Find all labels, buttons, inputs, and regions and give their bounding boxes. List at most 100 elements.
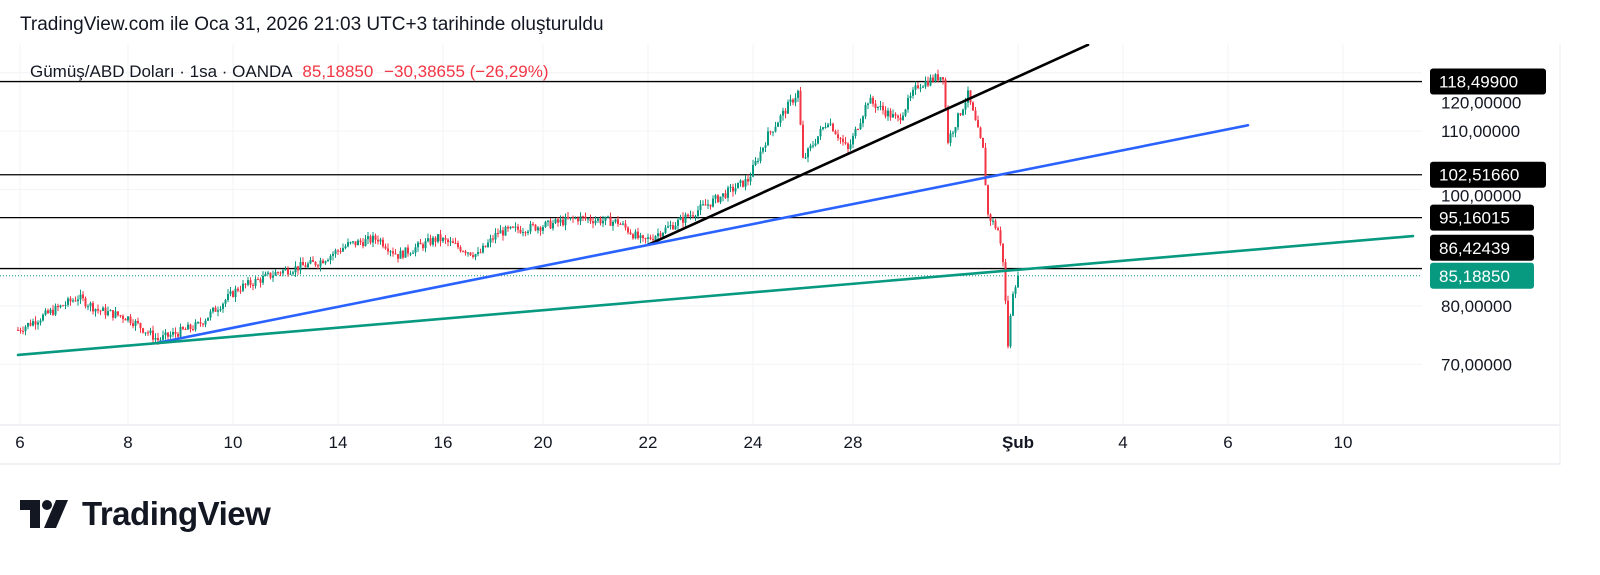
- candle-body: [229, 291, 232, 295]
- candle-body: [434, 237, 437, 242]
- candle-body: [109, 310, 112, 312]
- symbol-legend: Gümüş/ABD Doları · 1sa · OANDA 85,18850 …: [30, 62, 549, 82]
- candle-body: [289, 273, 292, 275]
- candle-body: [62, 305, 64, 307]
- candle-body: [777, 122, 779, 127]
- candle-body: [857, 129, 859, 131]
- candle-body: [702, 204, 704, 206]
- candle-body: [89, 303, 92, 307]
- candle-body: [639, 235, 642, 239]
- candle-body: [102, 307, 104, 312]
- candle-body: [682, 217, 684, 223]
- candle-body: [819, 129, 822, 137]
- candle-body: [277, 272, 279, 274]
- candle-body: [967, 90, 969, 103]
- candle-body: [627, 227, 629, 233]
- candle-body: [714, 195, 717, 199]
- candle-body: [612, 221, 614, 226]
- candle-body: [169, 334, 172, 337]
- last-price: 85,18850: [302, 62, 374, 81]
- candle-body: [452, 241, 454, 243]
- candle-body: [252, 284, 254, 286]
- candle-body: [287, 268, 289, 275]
- candle-body: [867, 103, 869, 105]
- candle-body: [344, 246, 347, 249]
- snapshot-caption: TradingView.com ile Oca 31, 2026 21:03 U…: [20, 14, 604, 35]
- candle-body: [247, 280, 249, 285]
- candle-body: [914, 85, 917, 90]
- candle-body: [377, 239, 379, 242]
- candle-body: [734, 188, 737, 192]
- candle-body: [589, 218, 592, 222]
- candle-body: [379, 239, 382, 242]
- candle-body: [672, 225, 674, 230]
- tradingview-logo: TradingView: [20, 495, 271, 533]
- candle-body: [904, 109, 907, 116]
- candle-body: [312, 259, 314, 262]
- candle-body: [649, 237, 652, 240]
- candle-body: [977, 120, 979, 128]
- candle-body: [629, 232, 632, 235]
- candle-body: [164, 332, 167, 336]
- candle-body: [757, 160, 759, 162]
- candle-body: [884, 110, 887, 117]
- candle-body: [432, 237, 434, 245]
- price-axis-label: 110,00000: [1441, 122, 1520, 141]
- candle-body: [134, 320, 137, 326]
- candle-body: [137, 320, 139, 324]
- candle-body: [267, 272, 269, 274]
- candle-body: [22, 330, 24, 332]
- candle-body: [584, 216, 587, 219]
- time-axis-label: 22: [639, 433, 658, 452]
- candle-body: [154, 337, 157, 340]
- candle-body: [242, 283, 244, 291]
- candle-body: [244, 283, 247, 285]
- candle-body: [594, 220, 597, 224]
- candle-body: [402, 250, 404, 258]
- candle-body: [632, 234, 634, 239]
- candle-body: [504, 226, 507, 236]
- candle-body: [989, 214, 992, 221]
- candle-body: [412, 252, 414, 254]
- candle-body: [829, 123, 832, 125]
- candle-body: [334, 250, 337, 254]
- candle-body: [284, 268, 287, 271]
- candle-body: [442, 238, 444, 242]
- last-price-tag-label: 85,18850: [1439, 267, 1510, 286]
- candle-body: [692, 215, 694, 217]
- candle-body: [604, 216, 607, 221]
- candle-body: [474, 254, 477, 257]
- candle-body: [194, 322, 197, 330]
- candle-body: [567, 216, 569, 219]
- candle-body: [539, 227, 542, 231]
- candle-body: [227, 294, 229, 301]
- time-axis-label: Şub: [1002, 433, 1034, 452]
- candle-body: [569, 217, 572, 219]
- candle-body: [762, 147, 764, 152]
- candle-body: [922, 86, 924, 88]
- candle-body: [77, 299, 79, 302]
- candle-body: [794, 97, 797, 103]
- candle-body: [189, 324, 192, 330]
- candle-body: [232, 291, 234, 297]
- candle-body: [369, 236, 372, 243]
- price-level-tag-label: 118,49900: [1439, 73, 1518, 92]
- candle-body: [622, 223, 624, 225]
- candle-body: [69, 298, 72, 302]
- candle-body: [54, 305, 57, 315]
- candle-body: [119, 315, 122, 317]
- candle-body: [27, 322, 29, 327]
- candle-body: [382, 239, 384, 247]
- price-chart[interactable]: 120,00000 110,00000 100,00000 80,00000 70,00…: [0, 0, 1600, 470]
- candle-body: [424, 241, 427, 249]
- candle-body: [24, 326, 27, 332]
- candle-body: [944, 79, 947, 108]
- candle-body: [337, 250, 339, 252]
- candle-body: [607, 216, 609, 218]
- candle-body: [427, 238, 429, 242]
- candle-body: [512, 226, 514, 228]
- candle-body: [492, 238, 494, 240]
- candle-body: [697, 210, 699, 217]
- candle-body: [472, 255, 474, 257]
- candle-body: [894, 114, 897, 116]
